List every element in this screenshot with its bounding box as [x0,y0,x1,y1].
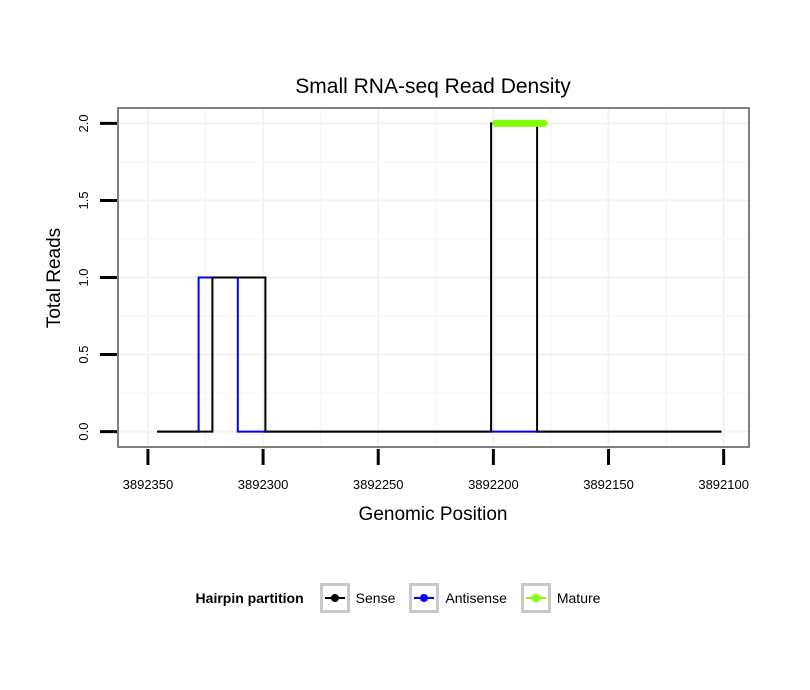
y-tick-label-2: 1.0 [76,268,91,286]
data-series [157,119,722,433]
legend-label-mature: Mature [556,590,601,606]
chart-title: Small RNA-seq Read Density [295,75,571,98]
legend-item-antisense: Antisense [409,583,514,613]
legend-key-sense [319,583,350,613]
x-tick-label-1: 3892300 [238,477,289,492]
series-line-sense [157,122,722,433]
legend-key-antisense [409,583,440,613]
y-axis-label: Total Reads [44,228,65,328]
plot-border [117,107,750,448]
y-tick-label-3: 1.5 [76,191,91,209]
x-tick-label-0: 3892350 [123,477,174,492]
y-tick-label-0: 0.0 [76,423,91,441]
y-tick-label-1: 0.5 [76,346,91,364]
legend-item-mature: Mature [520,583,609,613]
legend-item-sense: Sense [319,583,404,613]
legend: Hairpin partition Sense Antisense Mature [0,580,810,616]
x-tick-label-4: 3892150 [583,477,634,492]
legend-title: Hairpin partition [195,590,304,606]
legend-dot-antisense [420,594,429,602]
x-axis-label: Genomic Position [359,504,508,525]
x-tick-label-5: 3892100 [698,477,749,492]
legend-key-mature [520,583,551,613]
legend-label-antisense: Antisense [445,590,507,606]
legend-label-sense: Sense [355,590,396,606]
y-tick-label-4: 2.0 [76,114,91,132]
legend-dot-mature [531,594,540,602]
x-tick-label-3: 3892200 [468,477,519,492]
legend-dot-sense [330,594,339,602]
axes: 3892350 3892300 3892250 3892200 3892150 38921… [76,114,749,492]
x-tick-label-2: 3892250 [353,477,404,492]
